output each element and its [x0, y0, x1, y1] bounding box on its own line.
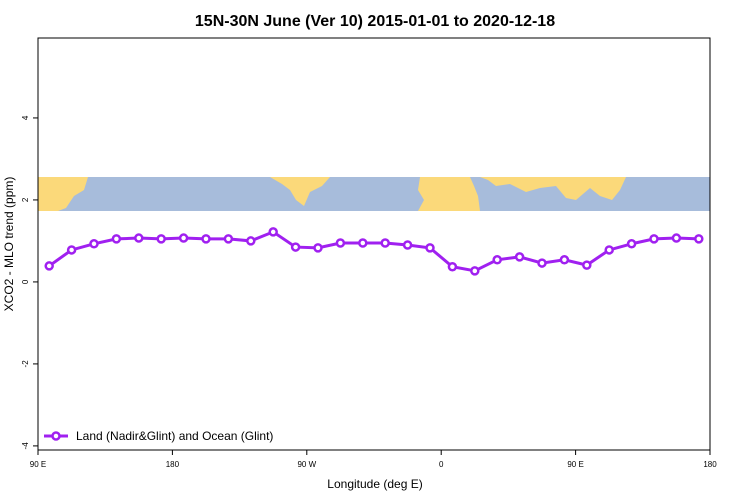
data-point: [425, 243, 435, 253]
data-point: [559, 255, 570, 265]
data-point: [470, 266, 480, 276]
data-point: [694, 234, 704, 244]
data-point: [582, 260, 592, 270]
x-tick-label: 90 E: [30, 460, 46, 469]
data-point: [358, 238, 368, 248]
y-tick-label: -2: [21, 360, 30, 368]
legend-marker: [51, 431, 61, 441]
data-point: [223, 234, 234, 244]
data-point: [380, 238, 390, 248]
y-axis-label: XCO2 - MLO trend (ppm): [2, 177, 16, 312]
x-tick-label: 90 E: [567, 460, 583, 469]
map-strip: [38, 177, 710, 211]
data-point: [134, 233, 144, 243]
data-point: [626, 239, 637, 249]
data-point: [44, 261, 54, 271]
data-point: [268, 227, 278, 237]
data-point: [156, 234, 166, 244]
x-tick-label: 180: [166, 460, 180, 469]
data-point: [671, 233, 682, 243]
y-tick-label: -4: [21, 442, 30, 450]
data-point: [290, 242, 301, 252]
data-point: [335, 238, 346, 248]
data-point: [66, 245, 77, 255]
data-point: [537, 258, 547, 268]
data-point: [402, 240, 413, 250]
legend-label: Land (Nadir&Glint) and Ocean (Glint): [76, 429, 273, 443]
plot-frame: [37, 37, 711, 451]
y-tick-label: 4: [21, 115, 30, 120]
data-point: [178, 233, 189, 243]
data-line: [48, 230, 699, 273]
data-point: [604, 245, 614, 255]
x-tick-label: 90 W: [297, 460, 316, 469]
data-point: [246, 236, 256, 246]
x-tick-label: 0: [439, 460, 444, 469]
x-tick-label: 180: [703, 460, 717, 469]
x-axis-label: Longitude (deg E): [327, 477, 422, 491]
data-point: [447, 262, 458, 272]
data-point: [313, 243, 323, 253]
data-point: [649, 234, 659, 244]
y-tick-label: 0: [21, 279, 30, 284]
data-point: [111, 234, 122, 244]
data-point: [89, 239, 99, 249]
data-point: [201, 234, 211, 244]
data-point: [514, 252, 525, 262]
chart-title: 15N-30N June (Ver 10) 2015-01-01 to 2020…: [195, 13, 555, 30]
data-point: [492, 255, 502, 265]
y-tick-label: 2: [21, 197, 30, 202]
plot: -4 -2 0 2 4 90 E 180 90 W 0 90 E 180 Land (Nadir&Gl…: [21, 115, 717, 469]
